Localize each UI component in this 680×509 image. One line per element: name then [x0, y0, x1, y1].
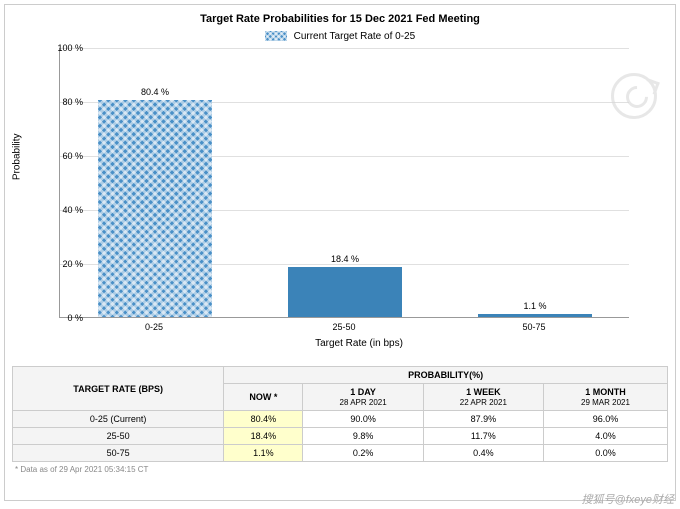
th-period: NOW *: [224, 384, 303, 411]
plot: 80.4 % 18.4 % 1.1 %: [59, 48, 629, 318]
x-tick: 50-75: [522, 322, 545, 332]
probability-table: TARGET RATE (BPS)PROBABILITY(%)NOW *1 DA…: [12, 366, 668, 462]
cell: 1.1%: [224, 445, 303, 462]
cell: 0.0%: [543, 445, 667, 462]
bar: 1.1 %: [478, 314, 592, 317]
th-period: 1 WEEK22 APR 2021: [423, 384, 543, 411]
row-label: 25-50: [13, 428, 224, 445]
th-probability: PROBABILITY(%): [224, 367, 668, 384]
chart-container: Target Rate Probabilities for 15 Dec 202…: [4, 4, 676, 501]
cell: 80.4%: [224, 411, 303, 428]
cell: 87.9%: [423, 411, 543, 428]
cell: 0.4%: [423, 445, 543, 462]
cell: 9.8%: [303, 428, 423, 445]
y-axis-label: Probability: [12, 133, 23, 180]
legend-label: Current Target Rate of 0-25: [294, 31, 416, 42]
legend-swatch: [265, 31, 287, 41]
cell: 4.0%: [543, 428, 667, 445]
y-tick: 100 %: [57, 43, 83, 53]
bar: 18.4 %: [288, 267, 402, 317]
y-tick: 40 %: [62, 205, 83, 215]
y-tick: 0 %: [67, 313, 83, 323]
x-axis-label: Target Rate (in bps): [315, 338, 403, 349]
watermark-icon: [611, 73, 657, 119]
bar-value-label: 1.1 %: [523, 301, 546, 311]
x-tick: 25-50: [332, 322, 355, 332]
th-target: TARGET RATE (BPS): [13, 367, 224, 411]
table-row: 0-25 (Current)80.4%90.0%87.9%96.0%: [13, 411, 668, 428]
cell: 0.2%: [303, 445, 423, 462]
bar-value-label: 80.4 %: [141, 87, 169, 97]
th-period: 1 MONTH29 MAR 2021: [543, 384, 667, 411]
th-period: 1 DAY28 APR 2021: [303, 384, 423, 411]
y-tick: 20 %: [62, 259, 83, 269]
chart-title: Target Rate Probabilities for 15 Dec 202…: [5, 5, 675, 29]
chart-area: 80.4 %18.4 %1.1 % Probability Target Rat…: [59, 48, 659, 348]
cell: 18.4%: [224, 428, 303, 445]
table-row: 50-751.1%0.2%0.4%0.0%: [13, 445, 668, 462]
x-tick: 0-25: [145, 322, 163, 332]
cell: 90.0%: [303, 411, 423, 428]
bar: 80.4 %: [98, 100, 212, 317]
row-label: 0-25 (Current): [13, 411, 224, 428]
bar-value-label: 18.4 %: [331, 254, 359, 264]
y-tick: 60 %: [62, 151, 83, 161]
cell: 96.0%: [543, 411, 667, 428]
footnote: * Data as of 29 Apr 2021 05:34:15 CT: [5, 462, 675, 477]
legend: Current Target Rate of 0-25: [5, 29, 675, 48]
table-row: 25-5018.4%9.8%11.7%4.0%: [13, 428, 668, 445]
row-label: 50-75: [13, 445, 224, 462]
cell: 11.7%: [423, 428, 543, 445]
y-tick: 80 %: [62, 97, 83, 107]
grid-line: [60, 48, 629, 49]
